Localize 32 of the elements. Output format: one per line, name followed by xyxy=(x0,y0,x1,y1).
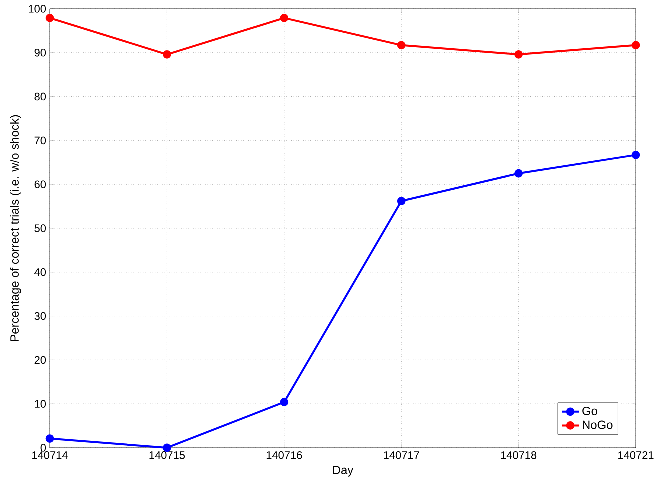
legend-label: NoGo xyxy=(583,420,613,430)
point xyxy=(280,14,289,22)
x-tick-label: 140718 xyxy=(501,452,537,460)
x-axis-title: Day xyxy=(333,466,354,477)
x-tick-label: 140716 xyxy=(266,452,302,460)
y-tick-label: 20 xyxy=(34,356,46,364)
y-tick-label: 30 xyxy=(34,312,46,320)
x-tick-label: 140715 xyxy=(150,452,186,460)
legend-label: Go xyxy=(582,406,598,416)
y-tick-label: 90 xyxy=(34,49,46,57)
y-tick-label: 80 xyxy=(34,92,46,101)
y-tick-label: 100 xyxy=(29,5,46,13)
point xyxy=(514,169,523,178)
point xyxy=(163,50,172,59)
point xyxy=(632,150,640,160)
point xyxy=(397,197,406,206)
x-tick-label: 140721 xyxy=(618,452,654,460)
point xyxy=(46,14,54,22)
y-tick-label: 70 xyxy=(34,136,46,145)
point xyxy=(46,434,54,443)
point xyxy=(397,41,406,50)
point xyxy=(632,41,640,50)
y-tick-label: 50 xyxy=(34,224,46,232)
y-tick-label: 40 xyxy=(34,268,46,276)
x-tick-label: 140714 xyxy=(32,452,68,460)
point xyxy=(280,398,289,407)
y-tick-label: 10 xyxy=(35,400,46,408)
y-axis-title: Percentage of correct trials (i.e. w/o shock) xyxy=(10,115,22,342)
y-tick-label: 0 xyxy=(40,444,46,452)
y-tick-label: 60 xyxy=(34,180,46,188)
point xyxy=(514,50,523,59)
x-tick-label: 140717 xyxy=(384,452,420,460)
